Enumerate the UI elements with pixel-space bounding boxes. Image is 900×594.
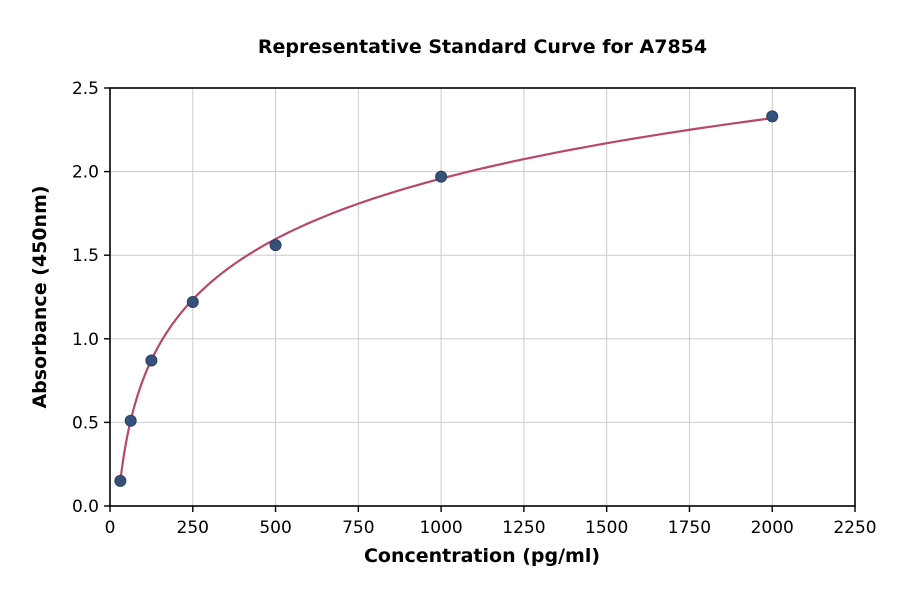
- x-tick-label: 250: [177, 518, 209, 538]
- fitted-curve: [119, 117, 774, 482]
- x-tick-label: 750: [342, 518, 374, 538]
- x-tick-label: 2000: [751, 518, 794, 538]
- data-point: [114, 474, 127, 487]
- x-tick-label: 1750: [668, 518, 711, 538]
- data-point: [124, 414, 137, 427]
- x-tick-label: 0: [105, 518, 116, 538]
- y-tick-label: 2.5: [72, 79, 99, 99]
- y-tick-label: 1.5: [72, 246, 99, 266]
- chart-title: Representative Standard Curve for A7854: [257, 36, 708, 58]
- data-point: [766, 110, 779, 123]
- x-tick-label: 1500: [585, 518, 628, 538]
- x-tick-label: 2250: [833, 518, 876, 538]
- x-axis-label: Concentration (pg/ml): [363, 545, 601, 567]
- data-point: [435, 170, 448, 183]
- data-point: [186, 296, 199, 309]
- data-point: [145, 354, 158, 367]
- x-tick-label: 1250: [502, 518, 545, 538]
- y-tick-label: 0.5: [72, 413, 99, 433]
- x-tick-label: 500: [259, 518, 291, 538]
- axes-box: [109, 87, 856, 507]
- y-tick-label: 0.0: [72, 497, 99, 517]
- y-tick-label: 2.0: [72, 163, 99, 183]
- x-tick-label: 1000: [419, 518, 462, 538]
- y-tick-label: 1.0: [72, 330, 99, 350]
- data-point: [269, 239, 282, 252]
